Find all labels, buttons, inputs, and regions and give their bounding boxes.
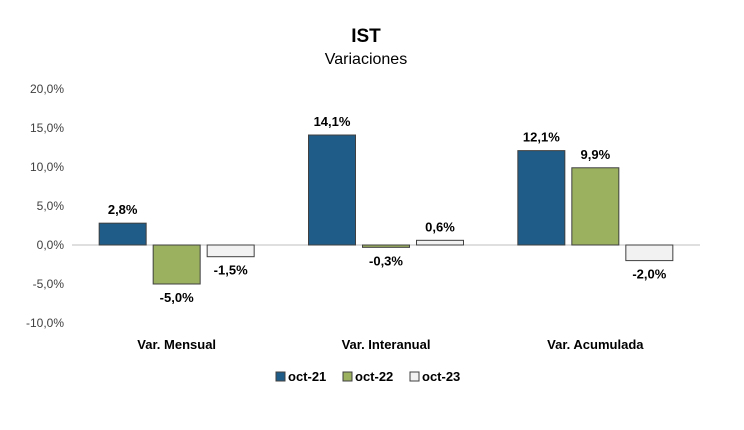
data-label: -1,5% — [214, 263, 248, 278]
y-tick-label: 20,0% — [30, 82, 64, 96]
data-label: 0,6% — [425, 219, 455, 234]
bar-oct-23-1 — [206, 244, 255, 258]
legend-label-oct-23: oct-23 — [422, 369, 460, 384]
bar-oct-22-2 — [362, 244, 410, 248]
legend-swatch-oct-21 — [275, 371, 286, 382]
chart-subtitle: Variaciones — [325, 51, 407, 68]
data-labels-layer: 2,8% -5,0% -1,5% 14,1% -0,3% 0,6% 12,1% 9,9% -2,… — [108, 114, 667, 305]
legend-label-oct-22: oct-22 — [355, 369, 393, 384]
chart-title: IST — [351, 26, 381, 47]
data-label: -0,3% — [369, 253, 403, 268]
bars-layer — [98, 134, 674, 285]
legend-swatch-oct-23 — [409, 371, 420, 382]
data-label: -5,0% — [160, 290, 194, 305]
y-tick-label: 10,0% — [30, 160, 64, 174]
x-tick-label: Var. Interanual — [342, 337, 431, 352]
bar-oct-21-2 — [308, 134, 356, 246]
data-label: 14,1% — [314, 114, 351, 129]
x-tick-label: Var. Acumulada — [547, 337, 644, 352]
bar-oct-23-2 — [416, 239, 464, 246]
y-tick-label: 15,0% — [30, 121, 64, 135]
data-label: 2,8% — [108, 202, 138, 217]
data-label: 12,1% — [523, 130, 560, 145]
y-tick-label: -10,0% — [26, 316, 64, 330]
y-tick-label: 5,0% — [37, 199, 65, 213]
bar-oct-22-3 — [571, 167, 620, 246]
legend-swatch-oct-22 — [342, 371, 353, 382]
bar-oct-23-3 — [625, 244, 674, 262]
data-label: 9,9% — [581, 147, 611, 162]
x-tick-label: Var. Mensual — [137, 337, 216, 352]
y-tick-label: 0,0% — [37, 238, 65, 252]
legend-label-oct-21: oct-21 — [288, 369, 326, 384]
bar-oct-21-3 — [517, 150, 566, 246]
y-tick-label: -5,0% — [33, 277, 65, 291]
legend: oct-21 oct-22 oct-23 — [275, 369, 460, 384]
bar-oct-21-1 — [98, 222, 147, 246]
bar-oct-22-1 — [152, 244, 201, 285]
data-label: -2,0% — [632, 267, 666, 282]
